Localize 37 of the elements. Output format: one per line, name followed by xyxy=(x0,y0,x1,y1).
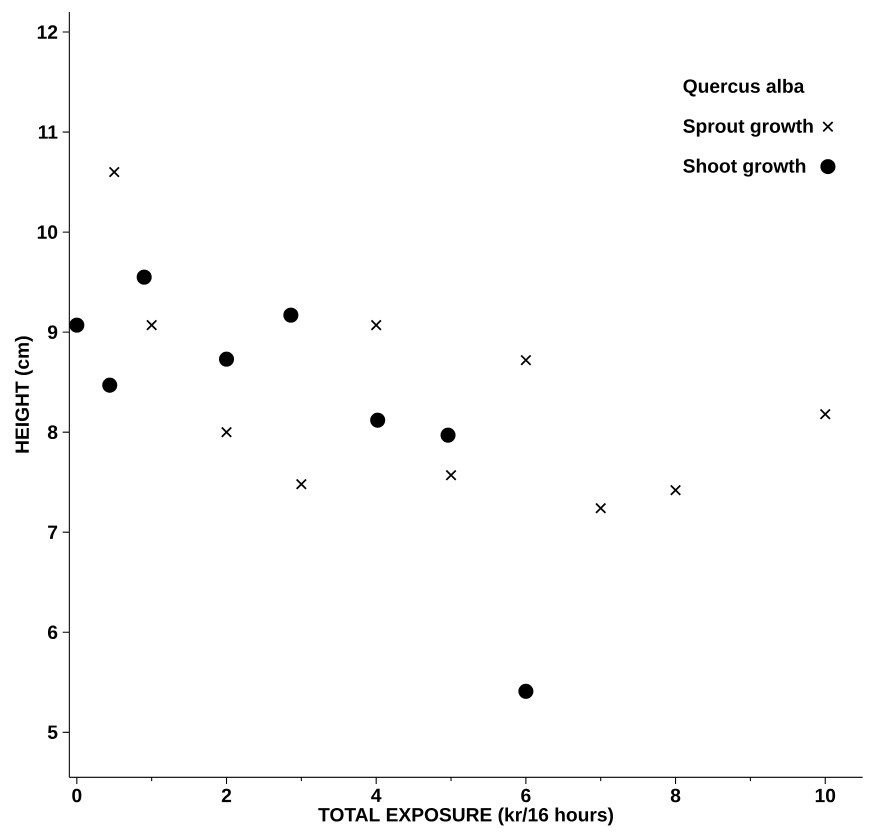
point xyxy=(220,426,232,438)
point xyxy=(146,320,158,331)
y-tick-label: 5 xyxy=(48,726,58,739)
y-tick-label: 7 xyxy=(48,526,58,539)
point xyxy=(102,378,118,393)
x-tick-label: 6 xyxy=(521,788,531,802)
y-tick-label: 10 xyxy=(38,225,58,239)
x-axis-title: TOTAL EXPOSURE (kr/16 hours) xyxy=(318,807,613,826)
y-tick-label: 9 xyxy=(48,325,58,339)
y-axis-title: HEIGHT (cm) xyxy=(14,336,33,453)
point xyxy=(69,318,84,333)
legend-label: Shoot growth xyxy=(683,158,806,177)
point xyxy=(283,308,298,323)
point xyxy=(820,408,831,420)
legend-title: Quercus alba xyxy=(684,78,804,97)
x-tick-label: 0 xyxy=(72,788,82,802)
point xyxy=(296,478,307,490)
point xyxy=(518,684,534,699)
point xyxy=(136,270,152,285)
y-tick-label: 8 xyxy=(48,425,58,439)
x-tick-label: 2 xyxy=(222,788,232,802)
point xyxy=(370,412,386,428)
y-tick-label: 6 xyxy=(48,625,58,640)
point xyxy=(445,470,457,481)
y-tick-label: 11 xyxy=(38,125,58,139)
point xyxy=(595,502,606,514)
point xyxy=(440,428,456,443)
point xyxy=(670,484,682,496)
point xyxy=(520,354,532,366)
x-tick-label: 8 xyxy=(670,788,680,802)
x-tick-label: 10 xyxy=(816,788,836,802)
legend-label: Sprout growth xyxy=(683,118,813,137)
y-tick-label: 12 xyxy=(38,25,58,39)
point xyxy=(108,166,120,178)
point xyxy=(218,352,234,367)
point xyxy=(370,320,382,331)
x-tick-label: 4 xyxy=(371,788,382,802)
